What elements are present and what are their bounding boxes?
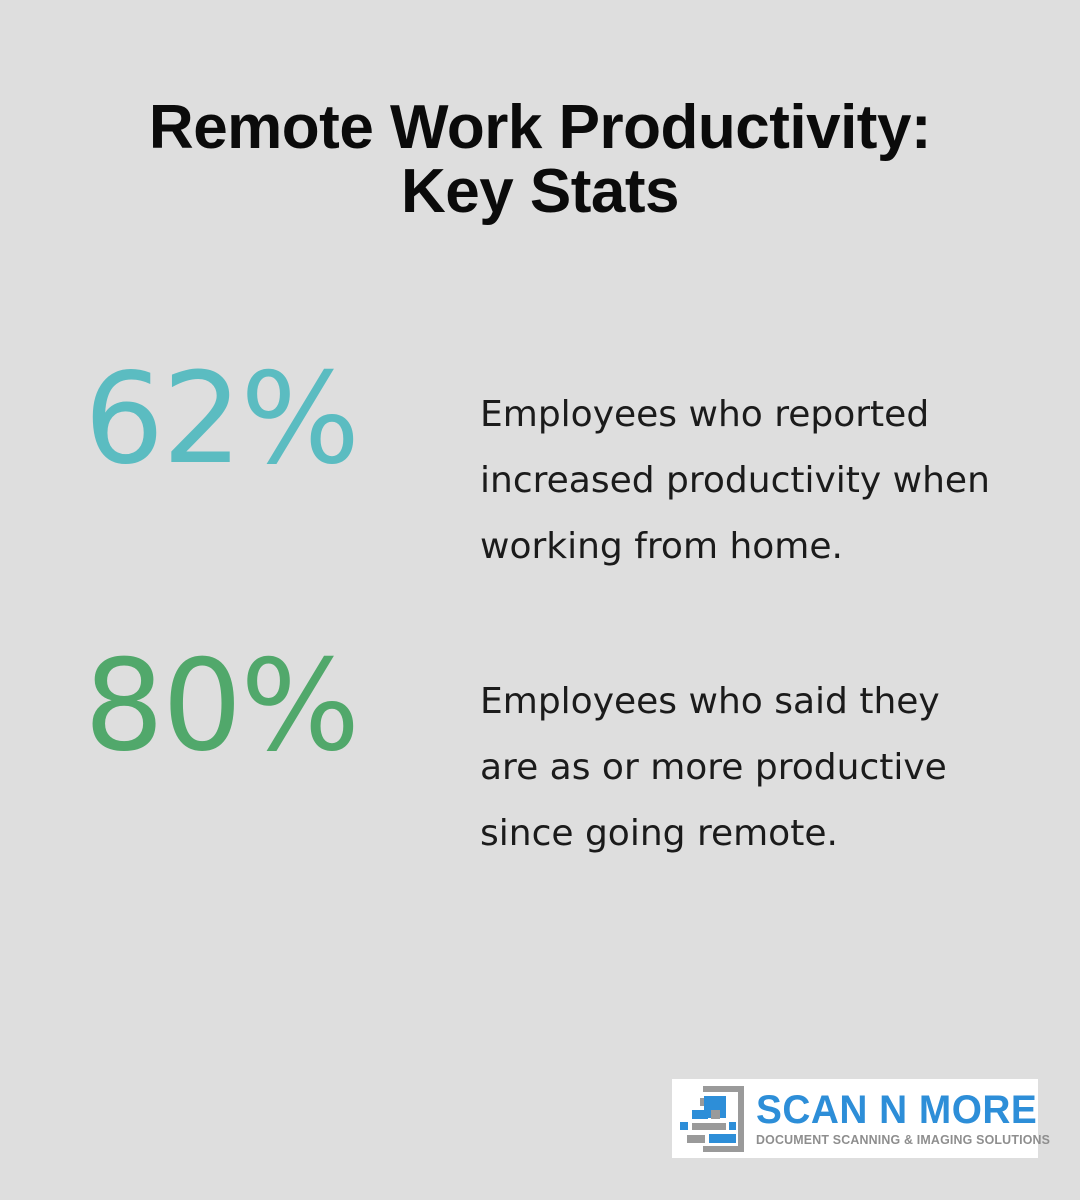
brand-tagline: DOCUMENT SCANNING & IMAGING SOLUTIONS [756, 1132, 1051, 1147]
stats-list: 62% Employees who reported increased pro… [0, 345, 1080, 867]
stat-item: 80% Employees who said they are as or mo… [0, 632, 1080, 867]
brand-logo-text: SCAN N MORE DOCUMENT SCANNING & IMAGING … [750, 1089, 1071, 1148]
stat-item: 62% Employees who reported increased pro… [0, 345, 1080, 580]
page-title-block: Remote Work Productivity: Key Stats [0, 96, 1080, 224]
stat-value-2: 80% [84, 632, 360, 779]
brand-name: SCAN N MORE [756, 1088, 1038, 1132]
stat-value-1: 62% [84, 345, 360, 492]
stat-description-2: Employees who said they are as or more p… [480, 681, 947, 854]
stat-description-1: Employees who reported increased product… [480, 394, 990, 567]
scanned-document-icon [678, 1084, 750, 1154]
brand-logo: SCAN N MORE DOCUMENT SCANNING & IMAGING … [672, 1079, 1050, 1158]
page-title: Remote Work Productivity: Key Stats [148, 93, 932, 226]
